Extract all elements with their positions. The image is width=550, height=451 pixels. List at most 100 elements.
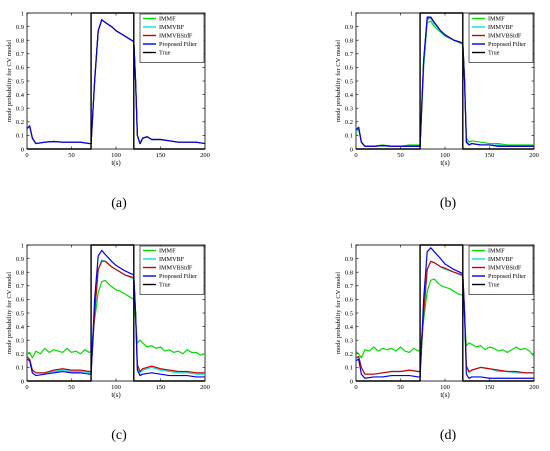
y-axis-label-c: mode probability for CV model	[6, 272, 13, 354]
y-tick-label-b: 0.2	[345, 119, 353, 126]
y-tick-label-b: 0.4	[345, 92, 354, 99]
y-tick-label-d: 0.7	[345, 283, 354, 290]
legend-label-a: Proposed Filter	[159, 41, 197, 48]
series-line-a-proposed-filter	[27, 19, 205, 145]
y-tick-label-d: 0.3	[345, 338, 353, 345]
y-tick-label-b: 0.5	[345, 78, 353, 85]
y-tick-label-a: 0.2	[16, 119, 24, 126]
panel-caption-b: (b)	[439, 196, 457, 211]
x-tick-label-a: 150	[156, 152, 166, 159]
legend-box-c	[139, 245, 205, 295]
y-tick-label-c: 0.5	[16, 310, 24, 317]
legend-box-a	[139, 13, 205, 63]
panel-caption-c: (c)	[111, 428, 127, 443]
x-tick-label-b: 200	[529, 152, 539, 159]
x-tick-label-c: 150	[156, 384, 166, 391]
y-tick-label-d: 0.6	[345, 297, 354, 304]
legend-label-d: IMMVBF	[488, 256, 514, 263]
x-tick-label-d: 100	[440, 384, 450, 391]
y-tick-label-c: 0.2	[16, 351, 24, 358]
series-line-d-proposed-filter	[356, 247, 534, 379]
legend-label-c: IMMVBF	[159, 256, 185, 263]
legend-label-c: True	[159, 282, 171, 289]
y-tick-label-a: 0.9	[16, 24, 24, 31]
x-tick-label-a: 100	[111, 152, 121, 159]
series-line-b-true	[356, 12, 534, 150]
y-tick-label-d: 0	[350, 378, 353, 385]
x-axis-label-b: t(s)	[440, 159, 450, 167]
y-tick-label-d: 0.4	[345, 324, 354, 331]
x-tick-label-b: 150	[485, 152, 495, 159]
y-tick-label-a: 0.4	[16, 92, 25, 99]
series-line-d-true	[356, 244, 534, 382]
series-line-d-immvbstdf	[356, 260, 534, 375]
y-tick-label-b: 1	[350, 10, 353, 17]
series-line-b-proposed-filter	[356, 16, 534, 147]
legend-box-d	[468, 245, 534, 295]
x-axis-label-d: t(s)	[440, 391, 450, 399]
y-axis-label-d: mode probability for CV model	[335, 272, 342, 354]
y-tick-label-a: 0.6	[16, 65, 25, 72]
y-tick-label-c: 0.3	[16, 338, 24, 345]
legend-label-c: Proposed Filter	[159, 273, 197, 280]
chart-panel-b: 0 0.1 0.2 0.3 0.4 0.5 0.6 0.7 0.8 0.9 1 0 50 100 150 20…	[335, 10, 539, 167]
x-tick-label-b: 100	[440, 152, 450, 159]
x-tick-label-a: 200	[200, 152, 210, 159]
y-tick-label-c: 0.6	[16, 297, 25, 304]
y-tick-label-a: 0.1	[16, 133, 24, 140]
legend-label-b: IMMVBStdF	[488, 33, 522, 40]
series-line-c-immvbstdf	[27, 260, 205, 374]
legend-label-d: True	[488, 282, 500, 289]
x-tick-label-c: 200	[200, 384, 210, 391]
y-tick-label-a: 0	[21, 146, 24, 153]
y-tick-label-a: 0.5	[16, 78, 24, 85]
x-tick-label-d: 0	[354, 384, 357, 391]
y-tick-label-c: 0	[21, 378, 24, 385]
legend-label-d: Proposed Filter	[488, 273, 526, 280]
x-tick-label-c: 100	[111, 384, 121, 391]
legend-label-a: IMMVBStdF	[159, 33, 193, 40]
x-tick-label-a: 50	[68, 152, 75, 159]
panel-caption-a: (a)	[111, 196, 127, 211]
legend-label-b: True	[488, 50, 500, 57]
legend-box-b	[468, 13, 534, 63]
x-tick-label-d: 200	[529, 384, 539, 391]
y-tick-label-b: 0	[350, 146, 353, 153]
legend-label-b: Proposed Filter	[488, 41, 526, 48]
y-tick-label-a: 0.3	[16, 106, 24, 113]
x-tick-label-c: 50	[68, 384, 75, 391]
y-tick-label-b: 0.3	[345, 106, 353, 113]
y-tick-label-d: 0.5	[345, 310, 353, 317]
legend-label-c: IMMVBStdF	[159, 265, 193, 272]
chart-panel-d: 0 0.1 0.2 0.3 0.4 0.5 0.6 0.7 0.8 0.9 1 0 50 100 150 20…	[335, 242, 539, 399]
chart-panel-c: 0 0.1 0.2 0.3 0.4 0.5 0.6 0.7 0.8 0.9 1 0 50 100 150 20…	[6, 242, 210, 399]
legend-label-b: IMMF	[488, 16, 505, 23]
y-tick-label-d: 0.9	[345, 256, 353, 263]
series-line-d-immf	[356, 278, 534, 359]
y-tick-label-c: 0.9	[16, 256, 24, 263]
y-tick-label-c: 0.4	[16, 324, 25, 331]
legend-label-c: IMMF	[159, 248, 176, 255]
y-tick-label-a: 0.7	[16, 51, 25, 58]
x-axis-label-c: t(s)	[111, 391, 121, 399]
panel-caption-d: (d)	[439, 428, 457, 443]
legend-label-a: IMMVBF	[159, 24, 185, 31]
y-tick-label-d: 0.1	[345, 365, 353, 372]
y-tick-label-c: 1	[21, 242, 24, 249]
y-tick-label-c: 0.1	[16, 365, 24, 372]
x-tick-label-d: 150	[485, 384, 495, 391]
series-line-c-immf	[27, 279, 205, 359]
legend-label-b: IMMVBF	[488, 24, 514, 31]
series-line-c-true	[27, 244, 205, 382]
y-tick-label-b: 0.6	[345, 65, 354, 72]
y-tick-label-b: 0.8	[345, 38, 353, 45]
y-tick-label-c: 0.7	[16, 283, 25, 290]
x-tick-label-b: 0	[354, 152, 357, 159]
y-tick-label-d: 0.8	[345, 270, 353, 277]
y-tick-label-b: 0.9	[345, 24, 353, 31]
y-axis-label-a: mode probability for CV model	[6, 40, 13, 122]
y-tick-label-d: 1	[350, 242, 353, 249]
y-tick-label-c: 0.8	[16, 270, 24, 277]
y-tick-label-d: 0.2	[345, 351, 353, 358]
